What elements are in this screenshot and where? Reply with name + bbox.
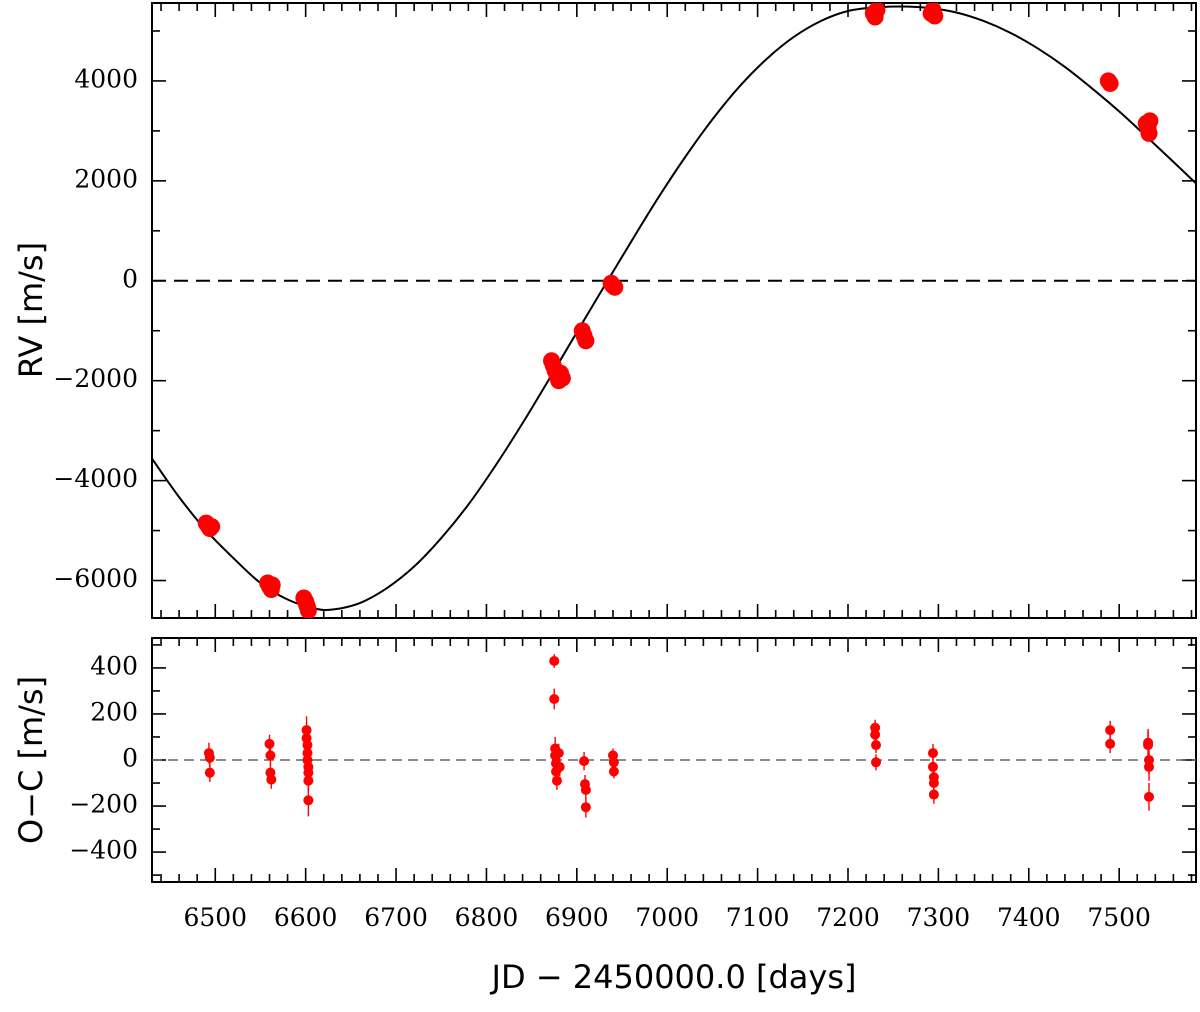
x-tick-label: 7000: [635, 903, 699, 932]
residual-data-point: [264, 738, 275, 749]
rv-data-point: [1141, 112, 1159, 130]
rv-y-tick-label: 0: [122, 264, 138, 293]
residual-data-point: [1143, 740, 1154, 751]
residual-data-point: [1105, 725, 1116, 736]
residual-data-point: [608, 766, 619, 777]
x-tick-label: 7300: [907, 903, 971, 932]
residuals-panel: −400 −200 0 200 400 6500 6600 6700 6800 6900 7000 7…: [12, 637, 1197, 996]
residual-data-point: [1105, 738, 1116, 749]
residual-data-point: [927, 761, 938, 772]
residual-data-point: [928, 789, 939, 800]
rv-data-point: [577, 332, 595, 350]
residual-data-point: [266, 774, 277, 785]
residual-data-point: [303, 795, 314, 806]
residual-data-point: [549, 656, 560, 667]
x-tick-label: 6600: [274, 903, 338, 932]
rv-plot-frame: [151, 2, 1197, 619]
residual-data-point: [870, 729, 881, 740]
residuals-y-tick-label: 200: [90, 697, 138, 726]
x-tick-label: 6900: [545, 903, 609, 932]
residual-data-point: [554, 761, 565, 772]
x-tick-label: 7400: [997, 903, 1061, 932]
rv-y-tick-label: 4000: [74, 64, 138, 93]
rv-data-point: [1101, 74, 1119, 92]
residual-data-point: [553, 748, 564, 759]
residual-data-point: [549, 694, 560, 704]
residual-data-point: [580, 784, 591, 795]
rv-data-point: [263, 576, 281, 594]
rv-y-tick-label: −2000: [53, 364, 138, 393]
residual-data-point: [1143, 761, 1154, 772]
residual-data-point: [551, 775, 562, 786]
residual-data-point: [1143, 791, 1154, 802]
residual-data-point: [204, 752, 215, 763]
rv-data-point: [1140, 124, 1158, 142]
rv-panel: −6000 −4000 −2000 0 2000 4000 RV [m/s]: [12, 2, 1197, 619]
residual-data-point: [204, 767, 215, 778]
residuals-y-tick-label: 0: [122, 744, 138, 773]
residuals-plot-area: [152, 654, 1196, 818]
x-axis-label: JD − 2450000.0 [days]: [490, 958, 857, 996]
rv-data-point: [299, 602, 317, 618]
x-tick-label: 7500: [1087, 903, 1151, 932]
residual-data-point: [927, 748, 938, 759]
residual-data-point: [871, 740, 882, 751]
residuals-y-tick-label: −400: [69, 836, 138, 865]
rv-data-point: [203, 518, 221, 536]
x-tick-label: 7100: [726, 903, 790, 932]
rv-y-tick-labels: −6000 −4000 −2000 0 2000 4000: [53, 64, 138, 593]
rv-y-tick-label: −4000: [53, 464, 138, 493]
residual-data-point: [303, 775, 314, 786]
residuals-y-tick-label: −200: [69, 790, 138, 819]
rv-data-point: [926, 7, 944, 25]
rv-data-point: [606, 278, 624, 296]
rv-data-point: [553, 369, 571, 387]
residuals-ticks: [152, 638, 1196, 882]
rv-ticks: [152, 3, 1196, 618]
residual-data-point: [871, 757, 882, 768]
x-tick-label: 6800: [455, 903, 519, 932]
residual-data-point: [608, 757, 619, 768]
residuals-y-tick-label: 400: [90, 651, 138, 680]
x-tick-label: 7200: [816, 903, 880, 932]
residual-data-point: [579, 756, 590, 767]
rv-plot-area: [152, 3, 1196, 618]
rv-model-curve: [152, 5, 1196, 612]
residual-data-point: [580, 802, 591, 813]
residuals-y-axis-label: O−C [m/s]: [12, 676, 50, 844]
rv-data-point: [868, 3, 886, 19]
rv-y-tick-label: −6000: [53, 564, 138, 593]
residual-data-point: [265, 750, 276, 761]
x-tick-label: 6700: [364, 903, 428, 932]
rv-y-tick-label: 2000: [74, 164, 138, 193]
rv-y-axis-label: RV [m/s]: [12, 242, 50, 378]
residuals-tick-labels: −400 −200 0 200 400 6500 6600 6700 6800 6900 7000 7…: [69, 651, 1151, 932]
x-tick-label: 6500: [183, 903, 247, 932]
residual-data-point: [928, 778, 939, 789]
